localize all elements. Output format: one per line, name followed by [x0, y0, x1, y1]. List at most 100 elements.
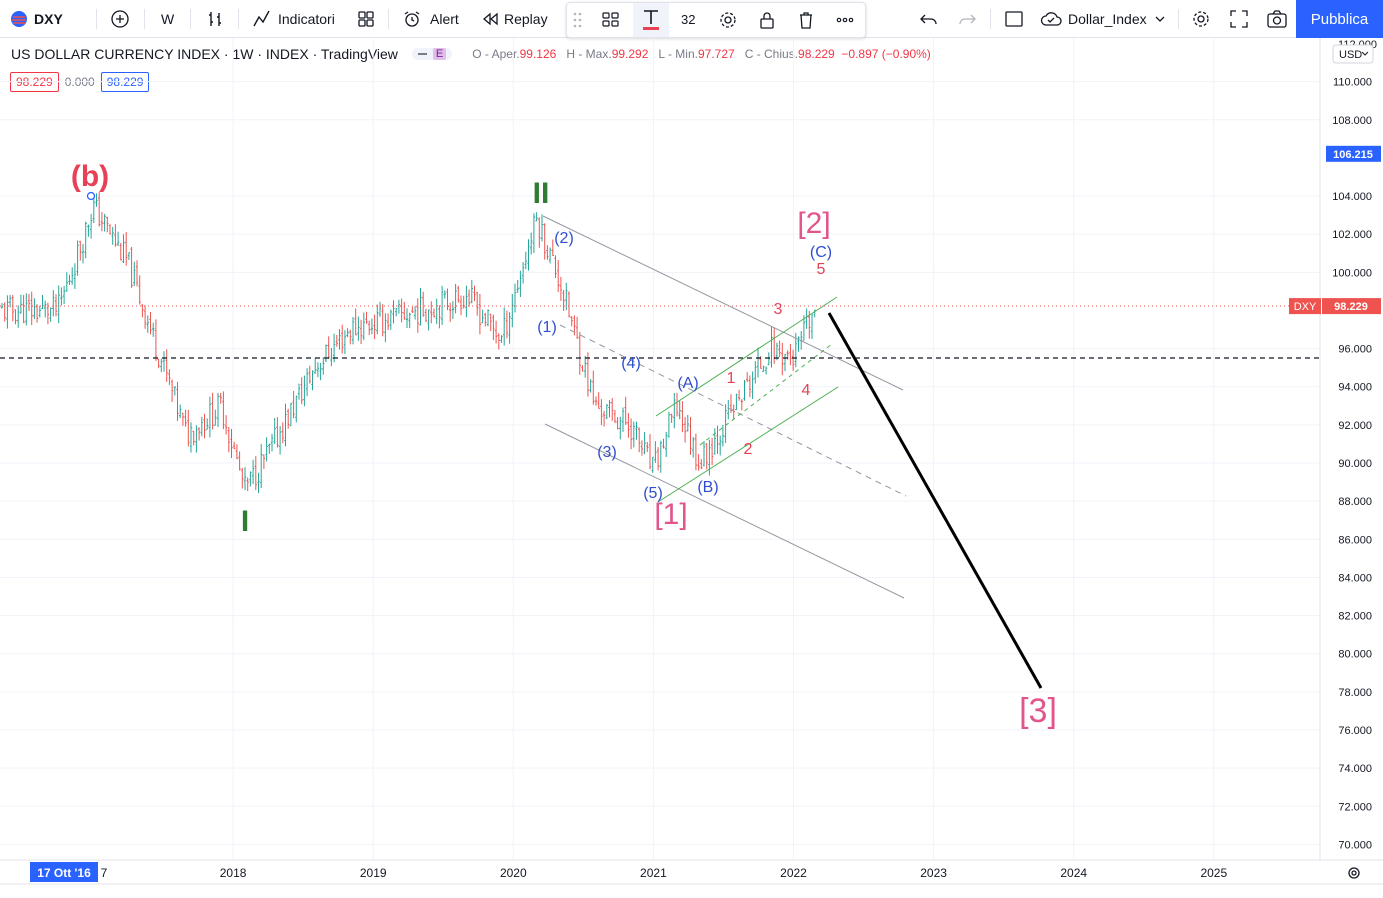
candle-bar — [303, 375, 306, 407]
price-tick-label: 80.000 — [1338, 649, 1372, 661]
candle-bar — [357, 316, 360, 341]
camera-icon[interactable] — [1266, 9, 1288, 29]
candle-bar — [651, 456, 654, 473]
open-value: 99.126 — [519, 47, 557, 61]
candle-bar — [52, 290, 55, 317]
candle-bar — [27, 293, 31, 312]
drag-handle-icon[interactable] — [573, 12, 583, 28]
alert-button[interactable]: Alert — [402, 0, 459, 38]
wave-label[interactable]: [3] — [1019, 692, 1057, 730]
wave-label[interactable]: [2] — [797, 207, 830, 240]
trash-icon[interactable] — [796, 10, 816, 30]
wave-label[interactable]: (B) — [697, 479, 718, 496]
compare-add-button[interactable] — [110, 0, 130, 38]
channel-top-line[interactable] — [542, 215, 904, 391]
axis-settings-gear-icon[interactable] — [1348, 867, 1360, 879]
candle-bar — [416, 298, 419, 333]
candle-bar — [60, 287, 63, 306]
candle-bar — [292, 391, 295, 419]
candle-bar — [589, 379, 592, 393]
wave-label[interactable]: (b) — [71, 160, 109, 193]
candle-bar — [322, 356, 325, 375]
candle-bar — [268, 443, 271, 454]
candle-bar — [0, 303, 4, 309]
candle-bar — [211, 392, 214, 430]
wave-label[interactable]: 3 — [774, 301, 783, 318]
green-channel-bottom[interactable] — [657, 386, 839, 503]
time-tick-label: 2022 — [780, 866, 807, 880]
wave-label[interactable]: [1] — [654, 498, 687, 531]
wave-label[interactable]: (1) — [537, 319, 557, 336]
channel-mid-line[interactable] — [559, 324, 907, 497]
chart-settings-icon[interactable] — [1191, 9, 1211, 29]
redo-icon[interactable] — [957, 9, 977, 29]
close-value: 98.229 — [798, 47, 835, 61]
candle-bar — [548, 247, 552, 264]
wave-label[interactable]: II — [533, 177, 550, 210]
indicators-button[interactable]: Indicatori — [252, 0, 335, 38]
layout-icon[interactable] — [1004, 9, 1024, 29]
green-channel-mid[interactable] — [699, 343, 833, 446]
wave-3-projection-line[interactable] — [827, 312, 1043, 689]
candle-bar — [284, 403, 287, 447]
lock-icon[interactable] — [757, 10, 777, 30]
series-title: US DOLLAR CURRENCY INDEX · 1W · INDEX · … — [11, 46, 398, 62]
undo-icon[interactable] — [919, 9, 939, 29]
candle-bar — [535, 212, 538, 222]
candle-bar — [308, 365, 311, 384]
more-icon[interactable] — [835, 10, 855, 30]
fullscreen-icon[interactable] — [1229, 9, 1249, 29]
low-value: 97.727 — [697, 47, 735, 61]
candle-bar — [805, 308, 808, 329]
candle-bar — [370, 318, 374, 335]
candle-bar — [484, 312, 487, 327]
candle-bar — [135, 260, 139, 287]
price-chart[interactable]: (b)III(2)(1)(4)(3)(5)[1](A)(B)12345(C)[2… — [0, 38, 1383, 898]
chart-type-button[interactable] — [205, 0, 225, 38]
candle-bar — [257, 472, 260, 494]
candle-bar — [141, 304, 144, 318]
anchor-handle[interactable] — [86, 191, 96, 201]
wave-label[interactable]: (2) — [554, 230, 574, 247]
wave-label[interactable]: (C) — [810, 244, 832, 261]
candle-bar — [764, 366, 768, 375]
candle-bar — [341, 324, 344, 354]
template-grid-icon[interactable] — [601, 10, 621, 30]
market-status-badge[interactable]: E — [411, 48, 453, 60]
wave-label[interactable]: 1 — [727, 370, 736, 387]
candle-bar — [405, 308, 409, 329]
wave-label[interactable]: (4) — [621, 355, 641, 372]
green-channel-top[interactable] — [655, 296, 838, 417]
candle-bar — [570, 316, 573, 327]
symbol-search[interactable]: DXY — [10, 0, 63, 38]
wave-label[interactable]: I — [241, 505, 249, 538]
ohlc-values: O - Aper.99.126 H - Max.99.292 L - Min.9… — [472, 47, 931, 61]
time-tick-label: 2024 — [1060, 866, 1087, 880]
font-size-value[interactable]: 32 — [681, 12, 696, 27]
text-color-button[interactable] — [633, 3, 669, 37]
publish-button[interactable]: Pubblica — [1296, 0, 1383, 38]
wave-label[interactable]: 4 — [802, 382, 811, 399]
candle-bar — [87, 224, 90, 237]
candle-bar — [354, 308, 357, 336]
wave-label[interactable]: 2 — [744, 441, 753, 458]
currency-select[interactable]: USD — [1332, 44, 1374, 64]
replay-button[interactable]: Replay — [480, 0, 548, 38]
candle-bar — [133, 261, 136, 287]
candle-bar — [103, 213, 106, 232]
layout-name-button[interactable]: Dollar_Index — [1040, 0, 1165, 38]
interval-button[interactable]: W — [161, 0, 174, 38]
wave-label[interactable]: 5 — [817, 261, 826, 278]
wave-label[interactable]: (3) — [597, 444, 617, 461]
candle-bar — [554, 255, 557, 279]
channel-bottom-line[interactable] — [544, 423, 905, 599]
wave-label[interactable]: (5) — [643, 485, 663, 502]
candle-bar — [665, 431, 668, 458]
settings-gear-icon[interactable] — [718, 10, 738, 30]
candle-bar — [276, 417, 279, 448]
candle-bar — [216, 393, 220, 428]
bars-icon — [209, 12, 221, 26]
wave-label[interactable]: (A) — [677, 375, 698, 392]
templates-button[interactable] — [356, 0, 376, 38]
candle-bar — [513, 283, 517, 313]
